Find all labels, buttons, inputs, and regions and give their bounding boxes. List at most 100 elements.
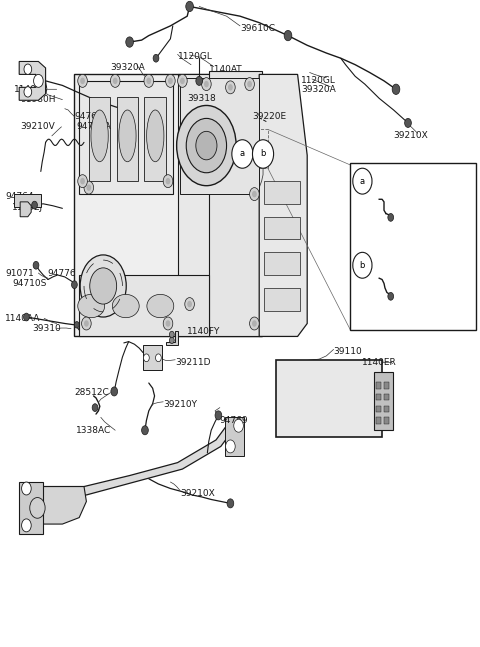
Polygon shape bbox=[29, 487, 86, 524]
Circle shape bbox=[92, 404, 98, 411]
Circle shape bbox=[250, 317, 259, 330]
Circle shape bbox=[113, 78, 118, 84]
Circle shape bbox=[110, 74, 120, 87]
Bar bbox=[89, 97, 110, 181]
Circle shape bbox=[232, 140, 253, 168]
Text: 39320A: 39320A bbox=[110, 63, 145, 72]
Circle shape bbox=[252, 140, 274, 168]
Bar bbox=[79, 81, 173, 194]
Text: 1140AT: 1140AT bbox=[209, 65, 242, 74]
Circle shape bbox=[180, 78, 185, 84]
Bar bbox=[384, 382, 389, 389]
Circle shape bbox=[178, 74, 187, 87]
Circle shape bbox=[80, 178, 85, 184]
Bar bbox=[384, 406, 389, 412]
Bar bbox=[376, 417, 381, 424]
Circle shape bbox=[163, 317, 173, 330]
Polygon shape bbox=[20, 202, 31, 217]
Circle shape bbox=[226, 81, 235, 94]
Circle shape bbox=[227, 499, 234, 508]
Bar bbox=[264, 288, 300, 311]
Bar bbox=[376, 394, 381, 400]
Polygon shape bbox=[29, 421, 235, 495]
Text: 39110: 39110 bbox=[334, 347, 362, 356]
Bar bbox=[264, 252, 300, 275]
Bar bbox=[180, 78, 259, 194]
Circle shape bbox=[196, 76, 203, 85]
Circle shape bbox=[204, 81, 209, 87]
Circle shape bbox=[252, 320, 257, 327]
Circle shape bbox=[22, 519, 31, 532]
Text: 1140ER: 1140ER bbox=[362, 358, 397, 367]
Circle shape bbox=[215, 411, 222, 420]
Circle shape bbox=[111, 387, 118, 396]
Circle shape bbox=[166, 74, 175, 87]
Circle shape bbox=[82, 317, 91, 330]
Text: 1140FD: 1140FD bbox=[398, 201, 433, 210]
Circle shape bbox=[185, 298, 194, 311]
Text: 35105G: 35105G bbox=[379, 226, 415, 235]
Circle shape bbox=[126, 37, 133, 47]
Text: 39320A: 39320A bbox=[301, 85, 336, 94]
Bar bbox=[376, 382, 381, 389]
Circle shape bbox=[186, 1, 193, 12]
Bar bbox=[384, 417, 389, 424]
Text: 39210X: 39210X bbox=[180, 488, 215, 498]
Text: b: b bbox=[360, 261, 365, 270]
Circle shape bbox=[353, 168, 372, 194]
Circle shape bbox=[144, 74, 154, 87]
Bar bbox=[143, 345, 162, 370]
Bar bbox=[350, 163, 476, 330]
Ellipse shape bbox=[78, 294, 105, 318]
Text: 1140FY: 1140FY bbox=[187, 327, 221, 336]
Text: 39211D: 39211D bbox=[175, 358, 211, 367]
Circle shape bbox=[78, 74, 87, 87]
Bar bbox=[74, 74, 262, 336]
Text: b: b bbox=[260, 149, 266, 159]
Text: 91071: 91071 bbox=[6, 269, 35, 278]
Circle shape bbox=[245, 78, 254, 91]
Text: 1338AC: 1338AC bbox=[76, 426, 111, 435]
Circle shape bbox=[90, 268, 117, 304]
Circle shape bbox=[22, 482, 31, 495]
Text: 94763: 94763 bbox=[74, 112, 103, 121]
Circle shape bbox=[250, 188, 259, 201]
Text: a: a bbox=[240, 149, 245, 159]
Text: 39220E: 39220E bbox=[252, 112, 286, 121]
Bar bbox=[374, 372, 393, 430]
Circle shape bbox=[168, 78, 173, 84]
Circle shape bbox=[32, 201, 37, 209]
Circle shape bbox=[144, 354, 149, 362]
Ellipse shape bbox=[147, 294, 174, 318]
Text: 1140AA: 1140AA bbox=[5, 314, 40, 323]
Circle shape bbox=[202, 78, 211, 91]
Circle shape bbox=[234, 419, 243, 432]
Text: 94710S: 94710S bbox=[12, 279, 47, 288]
Bar bbox=[264, 181, 300, 204]
Circle shape bbox=[84, 320, 89, 327]
Circle shape bbox=[72, 281, 77, 289]
Bar bbox=[276, 360, 382, 437]
Circle shape bbox=[142, 426, 148, 435]
Circle shape bbox=[156, 354, 161, 362]
Text: 39310: 39310 bbox=[33, 324, 61, 333]
Text: 94751A: 94751A bbox=[77, 122, 111, 131]
Bar bbox=[209, 71, 262, 336]
Bar bbox=[79, 275, 209, 336]
Circle shape bbox=[166, 178, 170, 184]
Ellipse shape bbox=[147, 110, 164, 162]
Text: 39610C: 39610C bbox=[240, 24, 275, 33]
Circle shape bbox=[187, 301, 192, 307]
Circle shape bbox=[247, 81, 252, 87]
Bar bbox=[178, 74, 262, 336]
Circle shape bbox=[284, 30, 292, 41]
Polygon shape bbox=[259, 74, 307, 336]
Circle shape bbox=[177, 105, 236, 186]
Circle shape bbox=[33, 261, 39, 269]
Circle shape bbox=[80, 78, 85, 84]
Circle shape bbox=[24, 64, 32, 74]
Circle shape bbox=[169, 337, 174, 344]
Circle shape bbox=[78, 175, 87, 188]
Circle shape bbox=[153, 54, 159, 62]
Circle shape bbox=[80, 255, 126, 317]
